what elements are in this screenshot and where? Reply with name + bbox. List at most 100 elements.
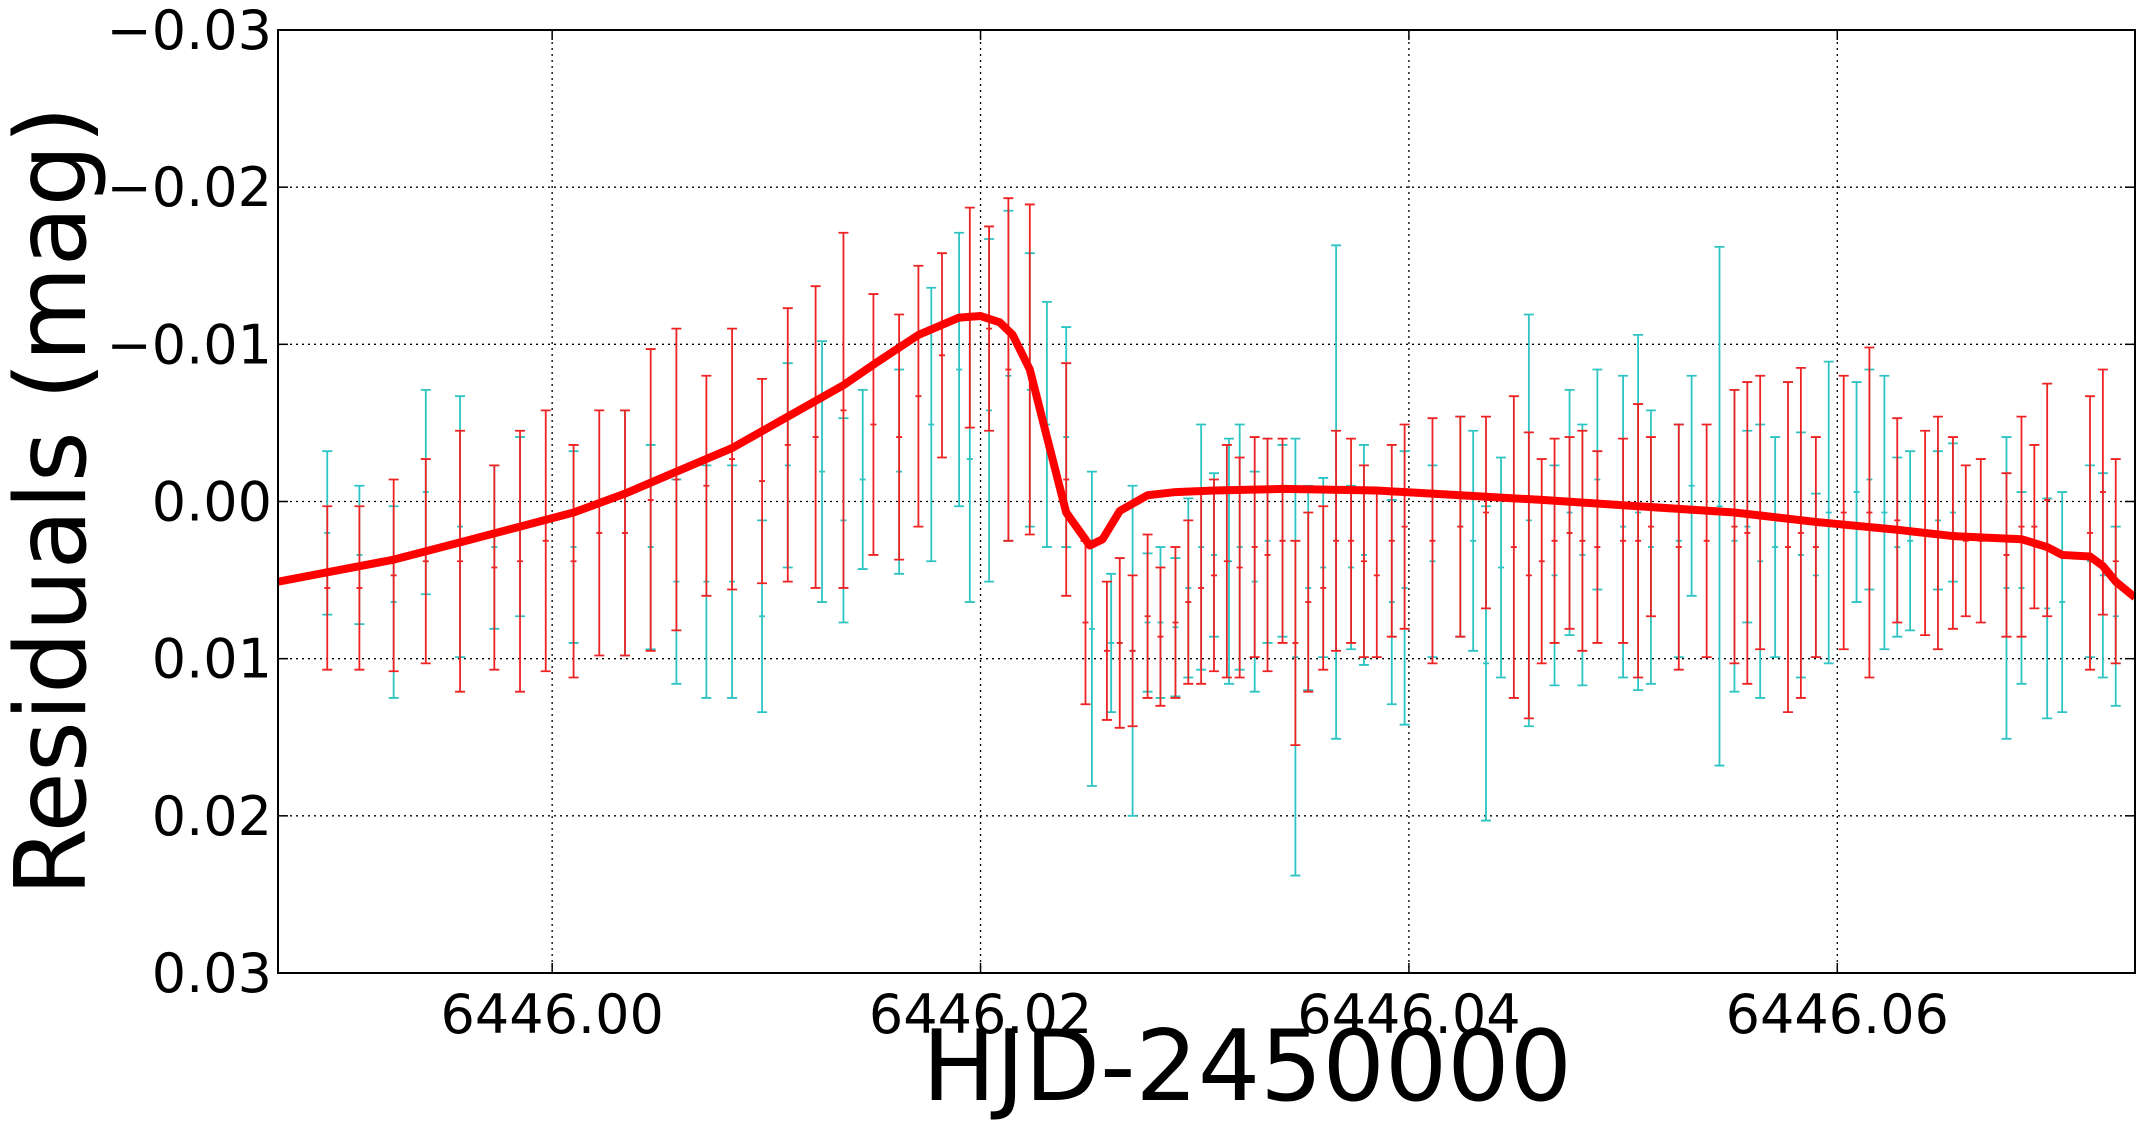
y-tick-label: −0.01 (107, 313, 272, 376)
error-bar (1536, 458, 1547, 665)
error-bar (1783, 381, 1794, 714)
error-bar (1810, 436, 1821, 658)
error-bar (727, 327, 738, 591)
error-bar (1290, 539, 1301, 747)
error-bar (2110, 458, 2121, 665)
error-bar (515, 429, 526, 693)
error-bar (1496, 456, 1507, 679)
x-tick-label: 6446.02 (869, 983, 1092, 1046)
error-bar (1508, 395, 1519, 699)
error-bar (1577, 429, 1588, 652)
y-axis-label: Residuals (mag) (0, 106, 109, 896)
error-bar (1960, 464, 1971, 618)
error-bar (1249, 436, 1260, 658)
error-bar (1729, 389, 1740, 665)
error-bar (868, 293, 879, 556)
error-bar (1170, 546, 1181, 699)
error-bar (1101, 580, 1112, 721)
error-bar (2097, 368, 2108, 616)
error-bar (782, 307, 793, 583)
error-bar (2029, 444, 2040, 610)
error-bar (1795, 367, 1806, 699)
error-bar (1523, 431, 1534, 720)
error-bar (1686, 374, 1697, 597)
y-tick-label: 0.01 (152, 628, 272, 691)
error-bar (1183, 519, 1194, 685)
error-bar (1196, 491, 1207, 685)
x-axis-label: HJD-2450000 (922, 1010, 1572, 1124)
error-bar (1714, 245, 1725, 767)
error-bar (838, 231, 849, 589)
error-bar (1142, 533, 1153, 699)
error-bar (701, 374, 712, 597)
error-bar (954, 231, 965, 508)
error-bar (1061, 362, 1072, 597)
y-tick-label: 0.00 (152, 471, 272, 534)
error-bar (1645, 436, 1656, 618)
error-bar (1455, 415, 1466, 638)
error-bar (645, 348, 656, 652)
plot-frame (277, 29, 2136, 974)
error-bar (1564, 436, 1575, 630)
error-bar (2057, 491, 2068, 714)
error-bar (388, 478, 399, 673)
y-tick-label: 0.03 (152, 942, 272, 1005)
error-bar (1770, 436, 1781, 658)
error-bar (1481, 415, 1492, 610)
error-bar (1114, 557, 1125, 729)
error-bar (2042, 382, 2053, 618)
error-bar (1155, 566, 1166, 707)
error-bar (1701, 423, 1712, 658)
error-bar (1106, 572, 1117, 714)
error-bar (489, 464, 500, 671)
y-tick-label: −0.03 (107, 0, 272, 62)
error-bar (913, 264, 924, 528)
error-bar (1086, 470, 1097, 787)
error-bar (1331, 429, 1342, 652)
error-bar (1358, 464, 1369, 658)
error-bar (1303, 511, 1314, 693)
error-bar (1742, 381, 1753, 685)
error-bar (1823, 360, 1834, 665)
error-bar (1127, 574, 1138, 728)
error-bar (1851, 381, 1862, 603)
error-bar (540, 409, 551, 673)
error-bar (671, 327, 682, 632)
error-bar (1399, 423, 1410, 630)
error-bar (1549, 437, 1560, 644)
error-bar (1905, 450, 1916, 632)
error-bar (936, 252, 947, 459)
error-bar (1427, 417, 1438, 665)
error-bar (322, 505, 333, 671)
error-bar (810, 285, 821, 589)
error-bar (1318, 505, 1329, 671)
error-bar (594, 409, 605, 657)
error-bar (1592, 450, 1603, 644)
x-tick-label: 6446.04 (1297, 983, 1520, 1046)
error-bar (1468, 429, 1479, 652)
error-bar (1221, 444, 1232, 679)
error-bar (1234, 456, 1245, 679)
error-bar (1673, 423, 1684, 671)
error-bar (1371, 492, 1382, 658)
error-bar (1879, 374, 1890, 651)
error-bar (857, 389, 868, 570)
error-bar (1838, 374, 1849, 651)
error-bar (817, 340, 828, 603)
y-tick-label: −0.02 (107, 156, 272, 219)
error-bar (757, 378, 768, 585)
error-bar (1892, 417, 1903, 624)
error-bar (894, 313, 905, 561)
error-bar (619, 409, 630, 657)
error-bar (1209, 478, 1219, 673)
error-bar (2001, 472, 2012, 638)
error-bar (1618, 437, 1629, 644)
model-line (278, 312, 2135, 601)
error-bar (455, 429, 466, 693)
y-tick-label: 0.02 (152, 785, 272, 848)
error-bar (1346, 437, 1357, 644)
error-bar (354, 505, 365, 671)
error-bar (1003, 197, 1014, 542)
error-bar (420, 458, 431, 665)
